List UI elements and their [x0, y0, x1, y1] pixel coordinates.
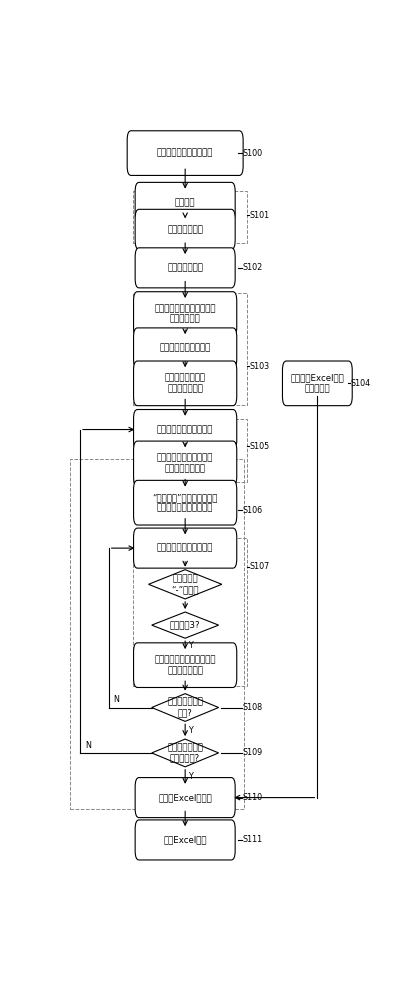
Text: 针对每个单行文字的对象: 针对每个单行文字的对象 — [157, 544, 213, 553]
Polygon shape — [152, 739, 219, 767]
Bar — [133, 538, 247, 686]
Text: 输出至Excel文件中: 输出至Excel文件中 — [158, 793, 212, 802]
Text: S103: S103 — [249, 362, 270, 371]
FancyBboxPatch shape — [134, 480, 237, 525]
FancyBboxPatch shape — [127, 131, 243, 175]
Polygon shape — [152, 612, 219, 638]
FancyBboxPatch shape — [135, 820, 235, 860]
Text: S101: S101 — [249, 211, 270, 220]
Text: Y: Y — [188, 772, 192, 781]
Text: 绘制图框矩形框: 绘制图框矩形框 — [167, 225, 203, 234]
FancyBboxPatch shape — [134, 292, 237, 336]
Text: 保存Excel文件: 保存Excel文件 — [164, 835, 207, 844]
Text: S105: S105 — [249, 442, 270, 451]
FancyBboxPatch shape — [134, 643, 237, 687]
FancyBboxPatch shape — [134, 361, 237, 406]
Text: N: N — [85, 741, 91, 750]
Text: 从对象集合中获取
矩形框角点坐标: 从对象集合中获取 矩形框角点坐标 — [165, 374, 206, 393]
Text: 矩形框角点坐标
是否遍历完?: 矩形框角点坐标 是否遍历完? — [167, 743, 203, 763]
Text: S102: S102 — [242, 263, 263, 272]
Text: 框选需要处理的所有图纸，
获取块表记录: 框选需要处理的所有图纸， 获取块表记录 — [155, 304, 216, 324]
Text: S111: S111 — [242, 835, 263, 844]
FancyBboxPatch shape — [135, 182, 235, 222]
Text: S109: S109 — [242, 748, 263, 757]
Text: S100: S100 — [242, 149, 263, 158]
Text: 输入目标Excel文件
地址和名称: 输入目标Excel文件 地址和名称 — [291, 374, 344, 393]
Text: “单行文字”类型筛选过滤，
获取单行文字的对象集合: “单行文字”类型筛选过滤， 获取单行文字的对象集合 — [152, 493, 218, 512]
FancyBboxPatch shape — [134, 410, 237, 450]
Text: 获取单个矩形框四个角点
坐标内的对象集合: 获取单个矩形框四个角点 坐标内的对象集合 — [157, 454, 213, 473]
Polygon shape — [148, 570, 222, 599]
Text: 单行文字是否遍
历完?: 单行文字是否遍 历完? — [167, 698, 203, 717]
Text: 读入工艺流程图文件数据: 读入工艺流程图文件数据 — [157, 149, 213, 158]
Bar — [133, 293, 247, 405]
Text: S110: S110 — [242, 793, 263, 802]
Text: N: N — [114, 695, 120, 704]
FancyBboxPatch shape — [135, 209, 235, 249]
FancyBboxPatch shape — [134, 441, 237, 486]
Text: 大于等于3?: 大于等于3? — [170, 621, 201, 630]
Text: Y: Y — [188, 726, 192, 735]
Text: 新建图层: 新建图层 — [175, 198, 195, 207]
FancyBboxPatch shape — [135, 778, 235, 818]
Text: S108: S108 — [242, 703, 263, 712]
Text: S107: S107 — [249, 562, 270, 571]
Bar — [133, 191, 247, 243]
FancyBboxPatch shape — [282, 361, 352, 406]
Text: Y: Y — [188, 641, 192, 650]
Text: S104: S104 — [350, 379, 370, 388]
Bar — [133, 419, 247, 482]
Text: S106: S106 — [242, 506, 263, 515]
Text: 获取矩形框图层: 获取矩形框图层 — [167, 263, 203, 272]
FancyBboxPatch shape — [134, 528, 237, 568]
FancyBboxPatch shape — [135, 248, 235, 288]
Text: 图层过滤得到对象集合: 图层过滤得到对象集合 — [159, 343, 211, 352]
Bar — [71, 459, 244, 809]
Text: 判定文本内容为管线编号，
存入数据集合中: 判定文本内容为管线编号， 存入数据集合中 — [155, 655, 216, 675]
Text: 针对每个矩形框角点坐标: 针对每个矩形框角点坐标 — [157, 425, 213, 434]
Polygon shape — [152, 694, 219, 721]
FancyBboxPatch shape — [134, 328, 237, 368]
Text: 判断文本中
“-”的数量: 判断文本中 “-”的数量 — [171, 575, 199, 594]
